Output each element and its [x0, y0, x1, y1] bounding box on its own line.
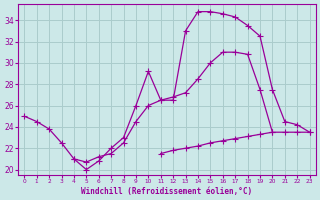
X-axis label: Windchill (Refroidissement éolien,°C): Windchill (Refroidissement éolien,°C): [81, 187, 252, 196]
